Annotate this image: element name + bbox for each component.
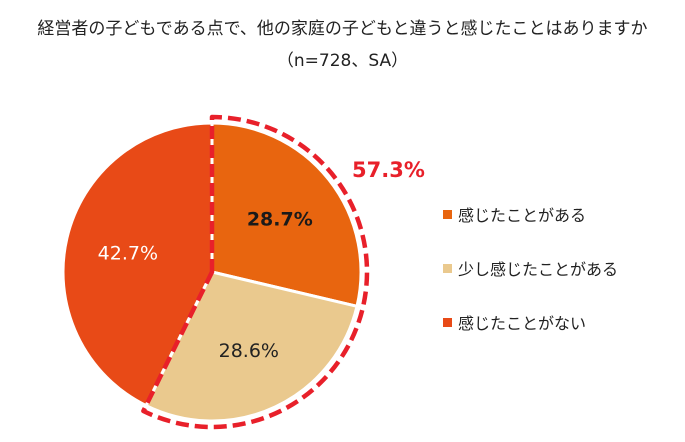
slice-label-felt: 28.7% <box>247 208 313 230</box>
legend-swatch-slightly-felt <box>443 263 452 273</box>
legend-item-slightly-felt: 少し感じたことがある <box>443 254 618 282</box>
pie-slice-never-felt <box>61 121 214 408</box>
pie-slice-felt <box>210 121 363 308</box>
legend-label-never-felt: 感じたことがない <box>458 314 587 333</box>
legend-label-slightly-felt: 少し感じたことがある <box>458 260 619 279</box>
legend-swatch-never-felt <box>443 317 452 327</box>
highlight-dashed-outline <box>141 114 370 430</box>
slice-label-slightly-felt: 28.6% <box>219 340 279 362</box>
highlight-callout-label: 57.3% <box>352 158 425 182</box>
legend-item-felt: 感じたことがある <box>443 200 618 228</box>
legend-label-felt: 感じたことがある <box>458 206 587 225</box>
pie-slice-slightly-felt <box>144 270 359 423</box>
chart-title: 経営者の子どもである点で、他の家庭の子どもと違うと感じたことはありますか <box>37 19 648 39</box>
legend-swatch-felt <box>443 209 452 219</box>
chart-subtitle: （n=728、SA） <box>276 51 409 71</box>
legend: 感じたことがある 少し感じたことがある 感じたことがない <box>443 200 618 362</box>
slice-label-never-felt: 42.7% <box>98 242 158 264</box>
legend-item-never-felt: 感じたことがない <box>443 308 618 336</box>
